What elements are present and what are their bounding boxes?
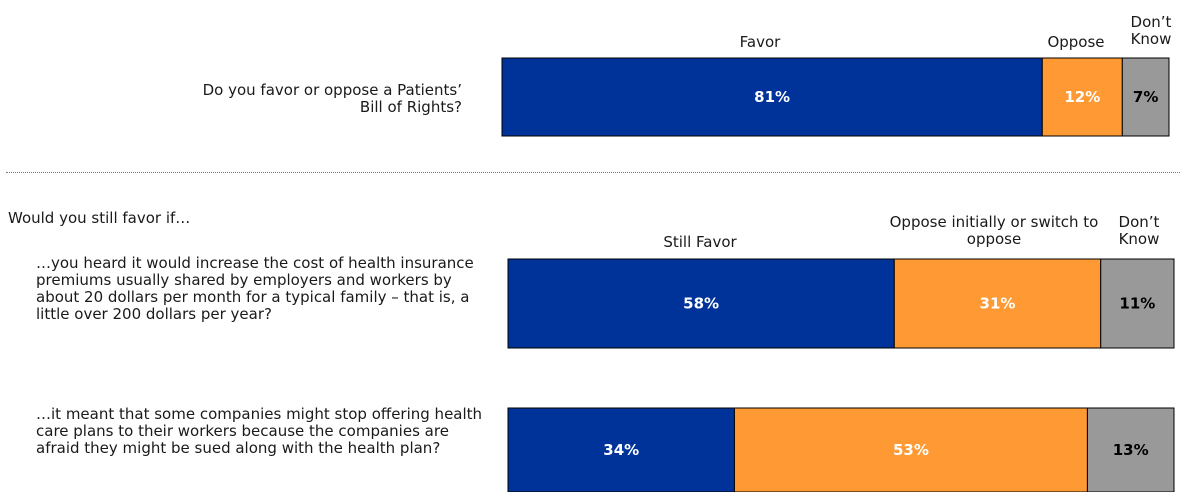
section-heading: Would you still favor if… xyxy=(8,209,191,227)
bar-3-segment-oppose xyxy=(733,407,1088,492)
header-still-favor: Still Favor xyxy=(663,233,737,251)
bar-2-segment-oppose xyxy=(893,258,1102,349)
header-oppose: Oppose xyxy=(1047,33,1105,51)
bar-2-segment-dont-know xyxy=(1100,258,1175,349)
question-cost-increase: …you heard it would increase the cost of… xyxy=(36,254,474,323)
bar-3-label-oppose: 53% xyxy=(893,441,929,459)
bar-3-label-dont-know: 13% xyxy=(1113,441,1149,459)
bar-3-segment-favor xyxy=(507,407,735,492)
bar-2-label-favor: 58% xyxy=(683,295,719,313)
bar-1-segment-favor xyxy=(501,57,1043,137)
bar-1-label-dont-know: 7% xyxy=(1133,88,1158,106)
header-dont-know: Don’t Know xyxy=(1130,13,1172,48)
bar-3-segment-dont-know xyxy=(1086,407,1175,492)
bar-1-segment-oppose xyxy=(1041,57,1123,137)
bar-2-label-dont-know: 11% xyxy=(1119,295,1155,313)
bar-2-label-oppose: 31% xyxy=(980,295,1016,313)
question-patients-bill: Do you favor or oppose a Patients’ Bill … xyxy=(202,81,462,116)
header-favor: Favor xyxy=(739,33,781,51)
bar-2-segment-favor xyxy=(507,258,895,349)
bar-3-label-favor: 34% xyxy=(603,441,639,459)
bar-1-label-favor: 81% xyxy=(754,88,790,106)
section-divider xyxy=(6,172,1180,173)
bar-1-segment-dont-know xyxy=(1121,57,1170,137)
header-oppose-switch: Oppose initially or switch to oppose xyxy=(889,213,1099,248)
question-companies-stop: …it meant that some companies might stop… xyxy=(36,405,483,457)
header-dont-know-2: Don’t Know xyxy=(1118,213,1160,248)
bar-1-label-oppose: 12% xyxy=(1064,88,1100,106)
